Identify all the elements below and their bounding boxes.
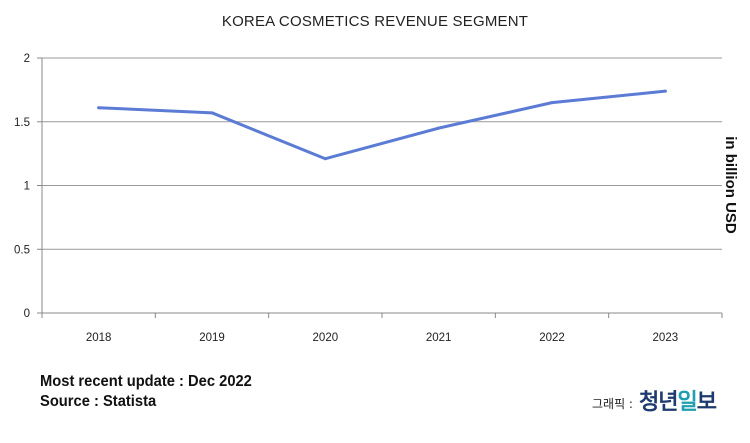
x-tick-label: 2021 (426, 332, 452, 344)
data-point (663, 89, 667, 93)
brand-prefix: 그래픽 : (592, 397, 633, 411)
series-group (97, 89, 667, 161)
data-point (97, 106, 101, 110)
series-line (97, 89, 667, 161)
gridlines (42, 57, 722, 250)
data-point (550, 101, 554, 105)
x-tick-label: 2018 (86, 332, 112, 344)
y-tick-label: 1.5 (14, 117, 30, 129)
brand-logo-accent: 일 (677, 390, 697, 415)
chart-title: KOREA COSMETICS REVENUE SEGMENT (222, 13, 528, 30)
x-tick-labels: 2018 2019 2020 2021 2022 2023 (86, 332, 678, 344)
y-tick-label: 0.5 (14, 244, 30, 256)
y-tick-label: 1 (24, 181, 30, 193)
axes (37, 57, 723, 318)
x-tick-label: 2020 (313, 332, 339, 344)
data-point (323, 157, 327, 161)
brand-credit: 그래픽 : 청년일보 (592, 380, 717, 416)
update-note: Most recent update : Dec 2022 (40, 373, 252, 390)
brand-logo: 청년일보 (638, 384, 717, 416)
x-tick-label: 2023 (653, 332, 679, 344)
x-tick-label: 2022 (539, 332, 565, 344)
y-tick-label: 0 (24, 308, 30, 320)
brand-logo-main: 청년 (638, 390, 678, 415)
x-tick-label: 2019 (199, 332, 225, 344)
footer: Most recent update : Dec 2022 Source : S… (40, 372, 252, 412)
y-tick-labels: 0 0.5 1 1.5 2 (14, 53, 30, 320)
brand-logo-end: 보 (696, 390, 717, 415)
data-point (210, 111, 214, 115)
data-point (437, 126, 441, 130)
source-note: Source : Statista (40, 393, 157, 410)
y-axis-label: in billion USD (722, 136, 739, 234)
y-tick-label: 2 (24, 53, 30, 65)
